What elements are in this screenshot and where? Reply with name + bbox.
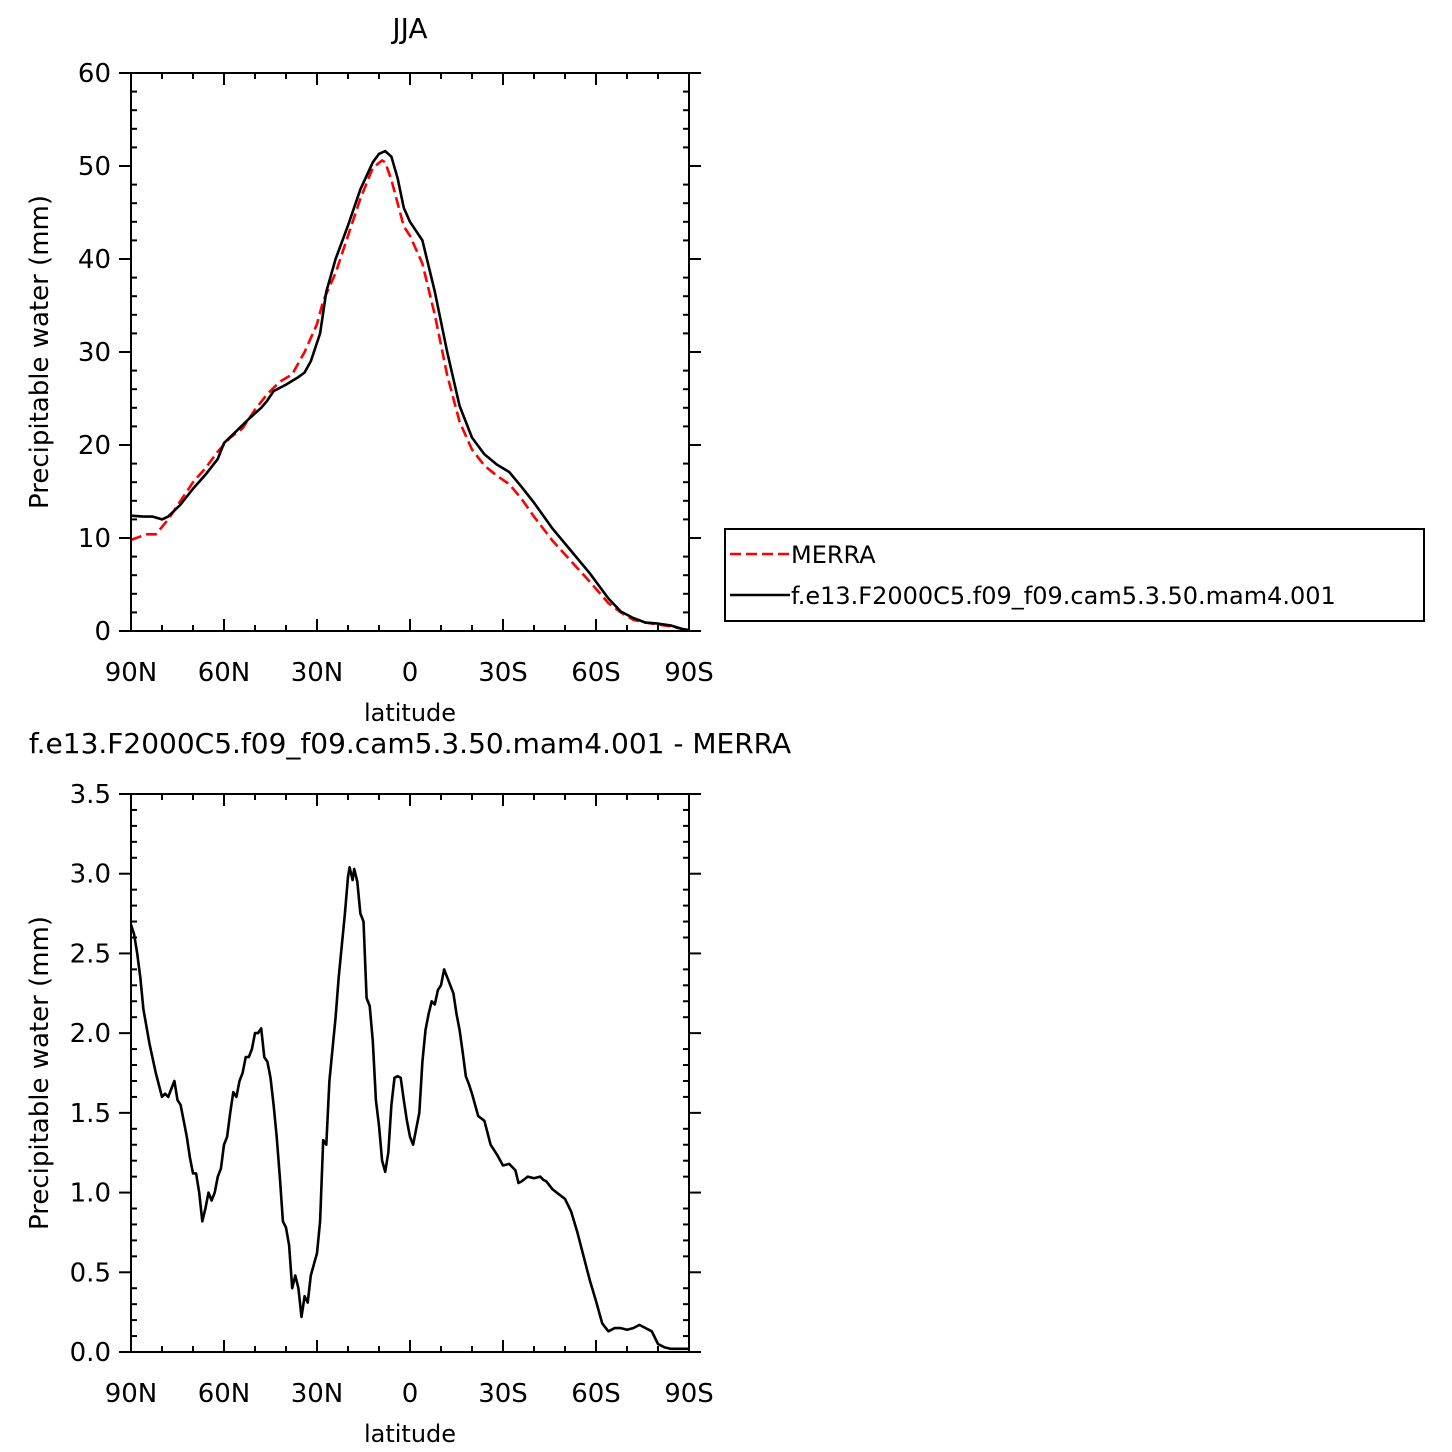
x-tick-label: 30S (478, 658, 528, 688)
legend: MERRA f.e13.F2000C5.f09_f09.cam5.3.50.mam… (724, 528, 1425, 622)
y-tick-label: 3.0 (70, 860, 111, 890)
y-axis-label: Precipitable water (mm) (25, 195, 55, 509)
series-line-1 (131, 149, 689, 631)
y-tick-label: 10 (78, 524, 111, 554)
chart-title: JJA (390, 12, 427, 45)
x-tick-label: 90N (105, 658, 158, 688)
x-tick-label: 0 (402, 1379, 419, 1409)
plot-frame (130, 793, 690, 1353)
jja-chart: JJA 90N 60N 30N 0 30S 60S 90S 0 10 20 30 40 50 60 latit… (25, 12, 1425, 727)
x-axis-label: latitude (364, 1420, 456, 1448)
legend-box (724, 528, 1425, 622)
y-tick-label: 0.5 (70, 1258, 111, 1288)
y-tick-label: 2.5 (70, 939, 111, 969)
x-tick-label: 30S (478, 1379, 528, 1409)
x-tick-label: 90S (664, 1379, 714, 1409)
x-tick-label: 60N (198, 1379, 251, 1409)
y-tick-label: 2.0 (70, 1019, 111, 1049)
x-tick-label: 60S (571, 658, 621, 688)
y-tick-label: 50 (78, 152, 111, 182)
y-tick-label: 30 (78, 338, 111, 368)
legend-label: f.e13.F2000C5.f09_f09.cam5.3.50.mam4.001 (791, 582, 1336, 610)
series-line-0 (131, 159, 689, 631)
x-tick-label: 30N (291, 1379, 344, 1409)
legend-label: MERRA (791, 541, 876, 569)
y-tick-label: 0 (94, 617, 111, 647)
y-tick-label: 40 (78, 245, 111, 275)
x-tick-label: 90N (105, 1379, 158, 1409)
y-tick-label: 0.0 (70, 1338, 111, 1368)
y-tick-label: 1.0 (70, 1179, 111, 1209)
x-tick-label: 60N (198, 658, 251, 688)
plot-frame (130, 72, 690, 632)
y-tick-label: 20 (78, 431, 111, 461)
series-line-0 (131, 866, 689, 1351)
x-tick-label: 90S (664, 658, 714, 688)
x-tick-label: 30N (291, 658, 344, 688)
y-tick-label: 3.5 (70, 780, 111, 810)
difference-chart: f.e13.F2000C5.f09_f09.cam5.3.50.mam4.001… (25, 727, 791, 1448)
y-tick-label: 60 (78, 59, 111, 89)
x-tick-label: 0 (402, 658, 419, 688)
y-tick-label: 1.5 (70, 1099, 111, 1129)
chart-title: f.e13.F2000C5.f09_f09.cam5.3.50.mam4.001… (29, 727, 791, 760)
x-tick-label: 60S (571, 1379, 621, 1409)
x-axis-label: latitude (364, 699, 456, 727)
y-axis-label: Precipitable water (mm) (25, 916, 55, 1230)
